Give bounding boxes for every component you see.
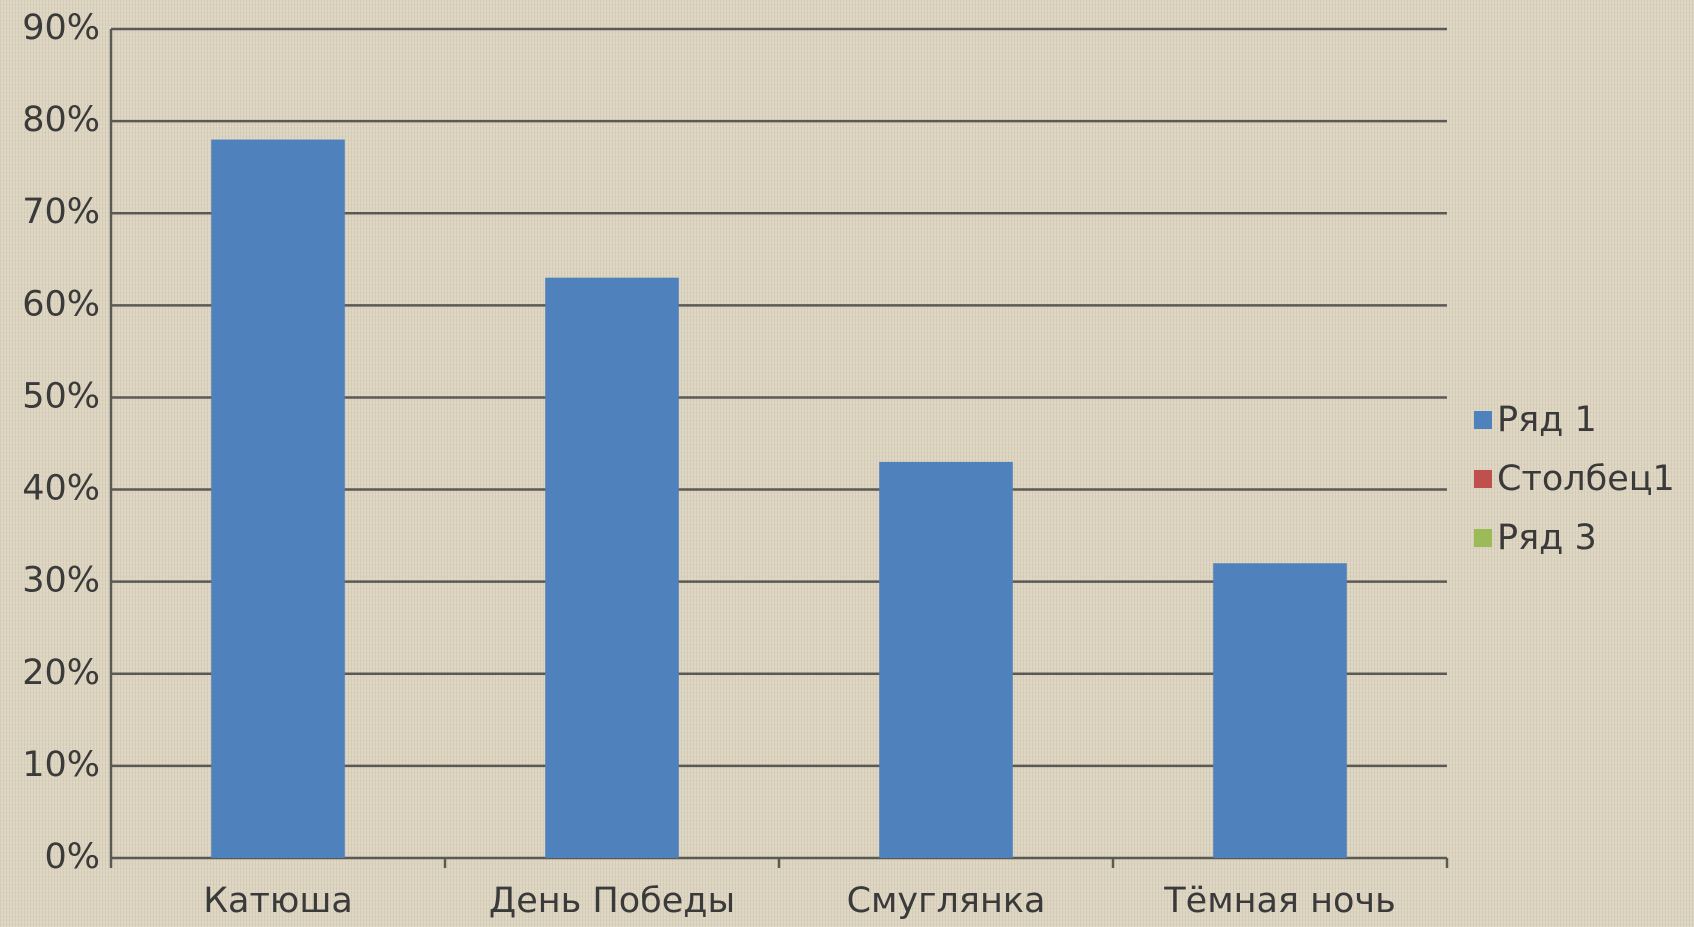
- x-tick-label: Смуглянка: [847, 881, 1046, 921]
- x-tick-label: Катюша: [203, 881, 353, 921]
- bar: [545, 277, 679, 858]
- y-tick-label: 70%: [22, 192, 100, 232]
- y-tick-label: 80%: [22, 100, 100, 140]
- legend-swatch: [1474, 470, 1492, 488]
- y-tick-label: 50%: [22, 376, 100, 416]
- legend-swatch: [1474, 411, 1492, 429]
- legend-label: Ряд 1: [1497, 400, 1597, 440]
- bar: [211, 139, 345, 859]
- y-tick-label: 30%: [22, 561, 100, 601]
- bar: [879, 461, 1013, 858]
- y-tick-label: 90%: [22, 8, 100, 48]
- y-tick-label: 10%: [22, 745, 100, 785]
- bar: [1213, 563, 1347, 858]
- x-tick-label: День Победы: [489, 881, 735, 921]
- y-tick-label: 60%: [22, 284, 100, 324]
- legend-label: Столбец1: [1497, 459, 1675, 499]
- y-tick-label: 20%: [22, 653, 100, 693]
- legend-label: Ряд 3: [1497, 518, 1597, 558]
- y-tick-label: 40%: [22, 469, 100, 509]
- y-tick-label: 0%: [44, 837, 100, 877]
- legend-swatch: [1474, 529, 1492, 547]
- x-tick-label: Тёмная ночь: [1163, 881, 1395, 921]
